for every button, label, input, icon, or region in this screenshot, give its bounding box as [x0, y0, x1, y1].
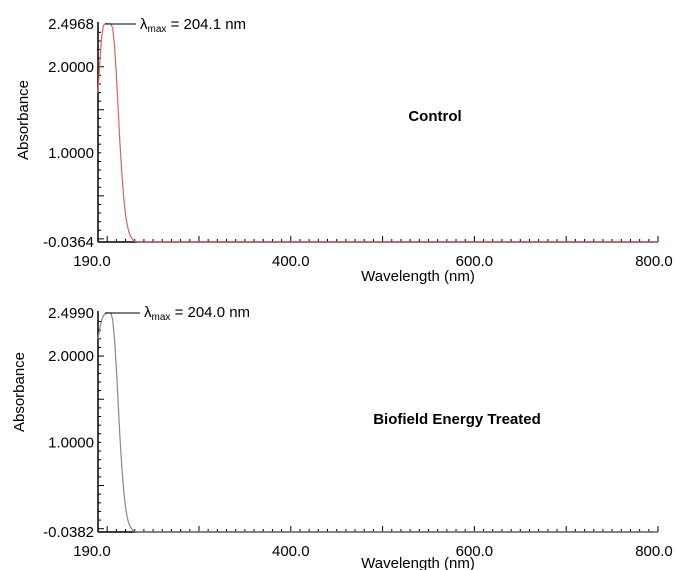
y-tick-label: 2.4990	[48, 305, 94, 322]
y-tick-label: 1.0000	[48, 434, 94, 451]
x-tick-label: 400.0	[272, 253, 310, 270]
y-tick-label: -0.0382	[43, 524, 94, 541]
x-tick-label: 190.0	[73, 253, 111, 270]
y-axis-title: Absorbance	[15, 80, 32, 160]
lambda-symbol: λ	[144, 304, 152, 321]
y-tick-label: 2.0000	[48, 59, 94, 76]
chart-panel-2: 190.0 400.0 600.0 800.0 2.4990 2.0000 1.0000 -0…	[11, 304, 673, 570]
lambda-subscript: max	[152, 312, 171, 323]
lambda-symbol: λ	[140, 16, 148, 33]
x-tick-label: 800.0	[635, 253, 673, 270]
y-tick-label: 1.0000	[48, 145, 94, 162]
y-tick-label: 2.0000	[48, 348, 94, 365]
x-tick-label: 400.0	[272, 543, 310, 560]
lambda-max-annotation: λmax = 204.0 nm	[144, 304, 250, 323]
lambda-subscript: max	[148, 24, 167, 35]
x-axis-title: Wavelength (nm)	[361, 555, 475, 570]
panel-label: Control	[408, 108, 461, 125]
lambda-value: = 204.0 nm	[170, 304, 250, 321]
chart-panel-1: 190.0 400.0 600.0 800.0 2.4968 2.0000 1.0000 -0…	[15, 16, 673, 285]
x-tick-label: 600.0	[456, 253, 494, 270]
spectrum-line	[97, 23, 658, 243]
x-axis-title: Wavelength (nm)	[361, 268, 475, 285]
lambda-max-annotation: λmax = 204.1 nm	[140, 16, 246, 35]
panel-label: Biofield Energy Treated	[373, 411, 541, 428]
x-tick-label: 800.0	[635, 543, 673, 560]
lambda-value: = 204.1 nm	[166, 16, 246, 33]
x-tick-label: 190.0	[73, 543, 111, 560]
y-tick-label: -0.0364	[43, 234, 94, 251]
y-tick-label: 2.4968	[48, 16, 94, 33]
x-tick-label: 600.0	[456, 543, 494, 560]
y-axis-title: Absorbance	[11, 352, 28, 432]
